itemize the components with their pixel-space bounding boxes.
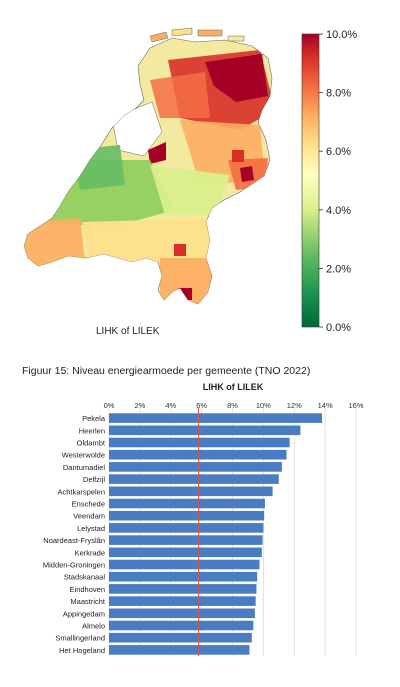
wadden-island-2 [171,27,193,37]
map-regions [23,27,273,305]
figure-title: Figuur 15: Niveau energiearmoede per gem… [22,365,311,377]
bar [109,449,287,460]
colorbar: 10.0% 8.0% 6.0% 4.0% 2.0% 0.0% [301,29,357,334]
region-enschede [240,166,254,182]
bar [109,608,255,619]
region-almelo [232,150,244,162]
x-tick-label: 12% [287,401,302,410]
bar [109,510,265,521]
category-label: Appingedam [63,609,105,618]
bars [109,413,323,655]
bar [109,632,252,643]
region-flevoland [148,142,166,164]
wadden-island-3 [197,29,223,37]
category-label: Pekela [82,414,106,423]
category-label: Oldambt [77,439,106,448]
bar [109,498,265,509]
category-label: Veendam [73,512,105,521]
colorbar-tick-label: 4.0% [326,205,351,217]
chart-title: LIHK of LILEK [203,382,264,392]
region-brabant [82,218,212,262]
category-label: Achtkarspelen [57,487,105,496]
category-label: Noardeast-Fryslân [43,536,105,545]
bar [109,571,258,582]
region-limburg [160,258,212,304]
category-label: Lelystad [77,524,105,533]
x-tick-label: 6% [196,401,207,410]
colorbar-tick-label: 6.0% [326,146,351,158]
category-label: Delfzijl [83,475,105,484]
category-label: Kerkrade [75,548,105,557]
region-zeeland [24,218,86,268]
category-label: Dantumadiel [63,463,105,472]
bar [109,645,250,655]
category-label: Maastricht [70,597,106,606]
bar [109,584,257,594]
bar [109,486,273,497]
bar [109,474,279,484]
bar-chart-figure: LIHK of LILEK 0% 2% 4% 6% 8% 10% 12% 14% 16% Pek… [0,380,400,682]
category-label: Almelo [82,622,105,631]
bar [109,547,262,558]
bar [109,413,323,423]
category-label: Smallingerland [55,634,105,643]
x-tick-label: 14% [318,401,333,410]
x-tick-label: 2% [134,401,145,410]
bar [109,620,254,631]
colorbar-tick-label: 2.0% [326,263,351,275]
category-label: Enschede [72,500,105,509]
bar [109,523,264,533]
bar [109,596,256,606]
category-label: Midden-Groningen [43,561,105,570]
bar-chart: LIHK of LILEK 0% 2% 4% 6% 8% 10% 12% 14% 16% Pek… [43,382,364,656]
bar [109,437,290,448]
x-tick-label: 10% [256,401,271,410]
x-tick-label: 0% [104,401,115,410]
bar [109,425,301,436]
x-tick-labels: 0% 2% 4% 6% 8% 10% 12% 14% 16% [104,401,364,410]
colorbar-tick-label: 10.0% [326,29,357,41]
category-label: Heerlen [79,426,105,435]
map-caption: LIHK of LILEK [96,326,160,337]
region-eindhoven [174,244,186,256]
wadden-island-4 [227,35,245,42]
region-friesland [150,72,210,118]
category-labels: Pekela Heerlen Oldambt Westerwolde Dantumadi… [43,414,106,655]
x-tick-label: 16% [348,401,363,410]
colorbar-tick-label: 0.0% [326,322,351,334]
region-groningen [205,54,268,102]
wadden-island-1 [149,31,169,43]
choropleth-map: 10.0% 8.0% 6.0% 4.0% 2.0% 0.0% [23,27,357,334]
category-label: Westerwolde [62,451,105,460]
x-tick-label: 4% [165,401,176,410]
bar [109,462,282,472]
category-label: Stadskanaal [64,573,106,582]
category-label: Eindhoven [70,585,105,594]
category-label: Het Hogeland [59,646,105,655]
colorbar-gradient [301,33,320,328]
bar [109,559,260,570]
colorbar-tick-label: 8.0% [326,88,351,100]
region-gelderland [150,165,230,215]
x-tick-label: 8% [227,401,238,410]
bar [109,535,263,545]
region-heerlen [178,288,192,300]
choropleth-map-figure: 10.0% 8.0% 6.0% 4.0% 2.0% 0.0% [23,27,357,334]
